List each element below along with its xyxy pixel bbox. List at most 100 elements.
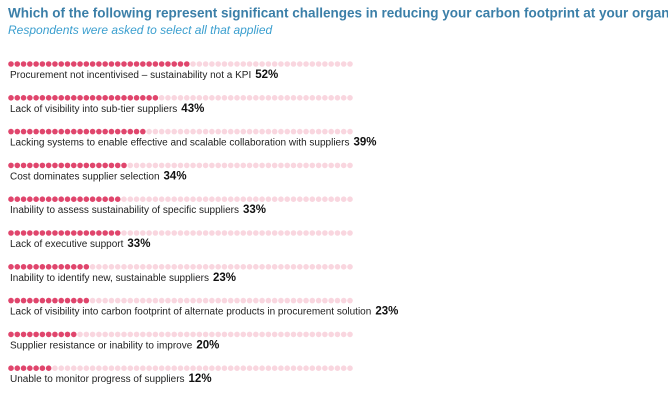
dot-empty: [328, 331, 334, 338]
dot-empty: [284, 264, 291, 270]
dot-empty: [284, 196, 291, 202]
dot: [70, 196, 77, 202]
dot: [140, 61, 146, 67]
dot-empty: [133, 365, 140, 372]
dot: [64, 331, 71, 338]
dot: [127, 95, 134, 101]
dot: [14, 162, 21, 169]
dot-empty: [253, 128, 259, 135]
dot-empty: [171, 365, 178, 372]
dot-empty: [196, 162, 203, 169]
dot-empty: [146, 162, 152, 169]
dot-empty: [271, 230, 278, 236]
dot-empty: [152, 365, 159, 372]
dot-empty: [146, 128, 152, 135]
dot: [45, 365, 52, 372]
dot-empty: [328, 95, 334, 101]
dot-empty: [96, 297, 102, 304]
dot-empty: [271, 162, 278, 169]
dot-empty: [127, 162, 134, 169]
dot-empty: [278, 196, 284, 202]
dot-empty: [334, 162, 341, 169]
dot-empty: [309, 264, 316, 270]
dot-empty: [227, 331, 234, 338]
dot: [52, 128, 58, 135]
dot-bar: [8, 365, 52, 372]
dot-empty: [284, 230, 291, 236]
dot-empty: [209, 297, 215, 304]
dot-empty: [347, 230, 353, 236]
dot-empty: [158, 297, 165, 304]
dot-empty: [77, 331, 83, 338]
dot-empty: [165, 162, 171, 169]
dot: [70, 61, 77, 67]
dot: [83, 162, 90, 169]
dot-empty: [334, 230, 341, 236]
dot-empty: [209, 196, 215, 202]
dot-empty: [196, 95, 203, 101]
dot: [58, 61, 65, 67]
dot-empty: [309, 128, 316, 135]
dot-empty: [165, 264, 171, 270]
dot-empty: [253, 61, 259, 67]
dot: [77, 297, 83, 304]
dot-empty: [290, 128, 297, 135]
dot: [133, 128, 140, 135]
dot: [52, 196, 58, 202]
dot-empty: [121, 230, 127, 236]
category-label: Cost dominates supplier selection: [10, 171, 160, 182]
dot-empty: [108, 331, 115, 338]
dot-empty: [322, 297, 328, 304]
dot-empty: [215, 128, 221, 135]
dot: [89, 128, 96, 135]
dot-empty: [202, 162, 209, 169]
dot-empty: [58, 365, 65, 372]
dot-empty: [140, 331, 146, 338]
dot-empty: [165, 196, 171, 202]
dot-empty: [152, 264, 159, 270]
dot: [108, 61, 115, 67]
dot-empty: [234, 128, 240, 135]
dot-empty: [296, 297, 303, 304]
dot: [58, 95, 65, 101]
dot-empty: [278, 128, 284, 135]
dot-empty: [140, 196, 146, 202]
dot-empty: [177, 128, 184, 135]
dot-track: [190, 61, 353, 67]
dot-empty: [227, 162, 234, 169]
dot: [33, 196, 39, 202]
value-label: 23%: [213, 272, 236, 284]
dot-empty: [340, 230, 347, 236]
dot: [45, 196, 52, 202]
dot: [27, 61, 33, 67]
dot-empty: [246, 162, 253, 169]
dot: [20, 297, 27, 304]
dot-track: [89, 264, 353, 270]
dot: [64, 61, 71, 67]
dot: [20, 162, 27, 169]
dot-empty: [165, 331, 171, 338]
dot: [127, 61, 134, 67]
dot-empty: [209, 264, 215, 270]
dot: [45, 95, 52, 101]
dot: [133, 61, 140, 67]
dot: [39, 264, 46, 270]
dot-empty: [196, 230, 203, 236]
category-label: Lacking systems to enable effective and …: [10, 137, 349, 148]
dot-empty: [271, 95, 278, 101]
dot-empty: [133, 162, 140, 169]
dot-empty: [146, 230, 152, 236]
dot-empty: [183, 264, 190, 270]
dot: [70, 264, 77, 270]
dot-empty: [171, 297, 178, 304]
row-label: Inability to identify new, sustainable s…: [10, 272, 236, 284]
dot-empty: [240, 95, 247, 101]
dot-empty: [215, 331, 221, 338]
dot-empty: [158, 331, 165, 338]
dot-empty: [183, 196, 190, 202]
dot-empty: [158, 365, 165, 372]
dot: [14, 365, 21, 372]
category-label: Inability to identify new, sustainable s…: [10, 272, 209, 283]
dot-empty: [190, 365, 196, 372]
dot-empty: [253, 331, 259, 338]
